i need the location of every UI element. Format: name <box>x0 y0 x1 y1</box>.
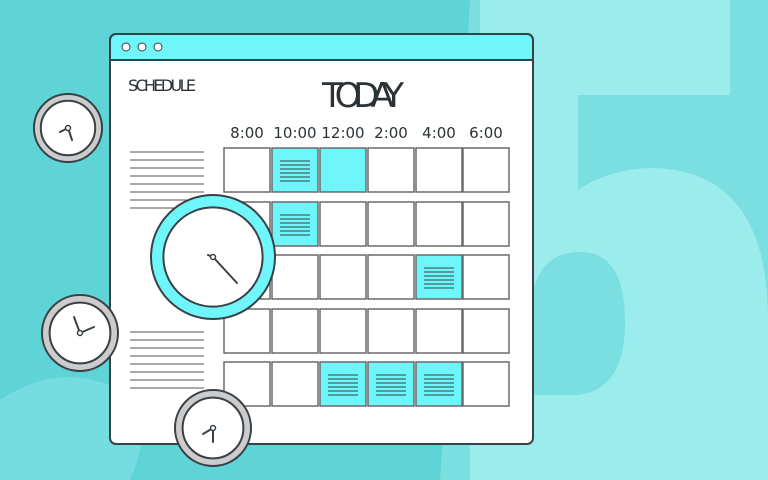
schedule-cell-empty[interactable] <box>367 147 415 193</box>
time-column-header: 6:00 <box>469 124 503 142</box>
window-dot-icon[interactable] <box>153 42 163 52</box>
section-label: SCHEDULE <box>128 76 196 95</box>
title-bar <box>109 33 534 61</box>
schedule-cell-lines[interactable] <box>367 361 415 407</box>
schedule-cell-empty[interactable] <box>319 254 367 300</box>
schedule-cell-lines[interactable] <box>271 201 319 247</box>
schedule-cell-empty[interactable] <box>271 254 319 300</box>
schedule-window: SCHEDULE TODAY 8:00 10:00 12:00 2:00 4:00 6:0… <box>109 33 534 445</box>
time-column-header: 4:00 <box>422 124 456 142</box>
time-column-header: 10:00 <box>273 124 316 142</box>
schedule-cell-empty[interactable] <box>462 308 510 354</box>
time-column-header: 12:00 <box>321 124 364 142</box>
clock-icon <box>150 194 276 320</box>
clock-icon <box>33 93 103 163</box>
schedule-cell-lines[interactable] <box>271 147 319 193</box>
schedule-cell-empty[interactable] <box>415 308 463 354</box>
background-blob-bottom <box>0 377 143 480</box>
clock-icon <box>174 389 252 467</box>
schedule-cell-empty[interactable] <box>319 201 367 247</box>
background-number-five <box>470 0 768 480</box>
schedule-cell-empty[interactable] <box>223 147 271 193</box>
time-column-header: 2:00 <box>374 124 408 142</box>
schedule-cell-empty[interactable] <box>462 361 510 407</box>
schedule-cell-empty[interactable] <box>415 147 463 193</box>
page-title: TODAY <box>321 76 404 116</box>
schedule-cell-lines[interactable] <box>415 361 463 407</box>
schedule-cell-empty[interactable] <box>367 308 415 354</box>
schedule-cell-lines[interactable] <box>415 254 463 300</box>
schedule-cell-empty[interactable] <box>271 361 319 407</box>
schedule-grid <box>223 147 510 407</box>
window-dot-icon[interactable] <box>137 42 147 52</box>
schedule-cell-empty[interactable] <box>367 201 415 247</box>
schedule-cell-empty[interactable] <box>462 147 510 193</box>
time-column-header: 8:00 <box>230 124 264 142</box>
schedule-cell-empty[interactable] <box>319 308 367 354</box>
schedule-cell-lines[interactable] <box>319 361 367 407</box>
schedule-cell-empty[interactable] <box>271 308 319 354</box>
schedule-cell-empty[interactable] <box>415 201 463 247</box>
window-dot-icon[interactable] <box>121 42 131 52</box>
clock-icon <box>41 294 119 372</box>
schedule-cell-empty[interactable] <box>367 254 415 300</box>
schedule-cell-empty[interactable] <box>462 254 510 300</box>
schedule-cell-filled[interactable] <box>319 147 367 193</box>
side-notes <box>130 151 204 389</box>
schedule-cell-empty[interactable] <box>462 201 510 247</box>
